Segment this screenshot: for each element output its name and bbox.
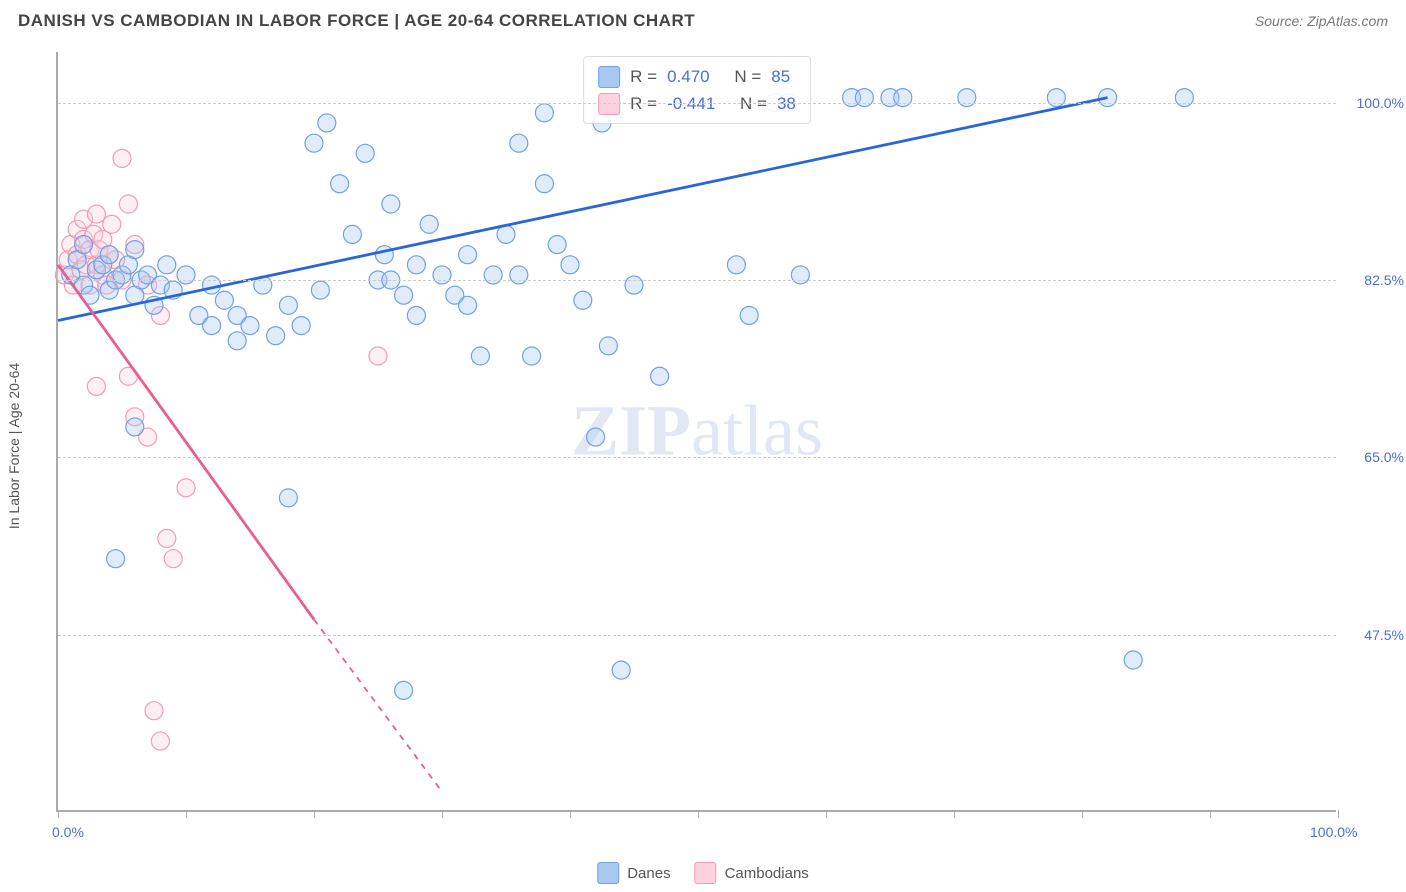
plot-area: ZIPatlas R = 0.470 N = 85 R = -0.441 N =… — [56, 52, 1336, 812]
stat-danes-r: 0.470 — [667, 63, 710, 90]
chart-container: DANISH VS CAMBODIAN IN LABOR FORCE | AGE… — [0, 0, 1406, 892]
x-tick — [954, 810, 955, 818]
swatch-danes — [598, 66, 620, 88]
y-tick-label: 65.0% — [1344, 449, 1404, 465]
chart-title: DANISH VS CAMBODIAN IN LABOR FORCE | AGE… — [18, 11, 695, 31]
x-tick — [58, 810, 59, 818]
stat-label-r2: R = — [630, 90, 657, 117]
x-tick — [826, 810, 827, 818]
y-tick-label: 100.0% — [1344, 95, 1404, 111]
x-tick — [1210, 810, 1211, 818]
y-tick-label: 47.5% — [1344, 627, 1404, 643]
x-tick — [698, 810, 699, 818]
stat-label-n: N = — [734, 63, 761, 90]
source-label: Source: ZipAtlas.com — [1255, 13, 1388, 29]
x-tick — [442, 810, 443, 818]
x-tick — [1082, 810, 1083, 818]
gridline — [58, 457, 1336, 458]
x-tick-label: 0.0% — [52, 824, 84, 840]
x-tick — [314, 810, 315, 818]
stats-box: R = 0.470 N = 85 R = -0.441 N = 38 — [583, 56, 811, 124]
x-tick — [186, 810, 187, 818]
y-axis-title: In Labor Force | Age 20-64 — [6, 363, 22, 529]
stat-camb-r: -0.441 — [667, 90, 715, 117]
stats-row-cambodians: R = -0.441 N = 38 — [598, 90, 796, 117]
legend: Danes Cambodians — [597, 862, 809, 884]
legend-swatch-cambodians — [695, 862, 717, 884]
plot-svg — [58, 52, 1336, 810]
stat-danes-n: 85 — [771, 63, 790, 90]
stat-label-r: R = — [630, 63, 657, 90]
gridline — [58, 103, 1336, 104]
stat-label-n2: N = — [740, 90, 767, 117]
x-tick-label: 100.0% — [1310, 824, 1357, 840]
gridline — [58, 280, 1336, 281]
gridline — [58, 635, 1336, 636]
swatch-cambodians — [598, 93, 620, 115]
legend-swatch-danes — [597, 862, 619, 884]
legend-item-danes: Danes — [597, 862, 670, 884]
y-tick-label: 82.5% — [1344, 272, 1404, 288]
legend-label-cambodians: Cambodians — [725, 865, 809, 882]
x-tick — [570, 810, 571, 818]
legend-item-cambodians: Cambodians — [695, 862, 809, 884]
stats-row-danes: R = 0.470 N = 85 — [598, 63, 796, 90]
legend-label-danes: Danes — [627, 865, 670, 882]
title-bar: DANISH VS CAMBODIAN IN LABOR FORCE | AGE… — [0, 0, 1406, 42]
stat-camb-n: 38 — [777, 90, 796, 117]
x-tick — [1338, 810, 1339, 818]
